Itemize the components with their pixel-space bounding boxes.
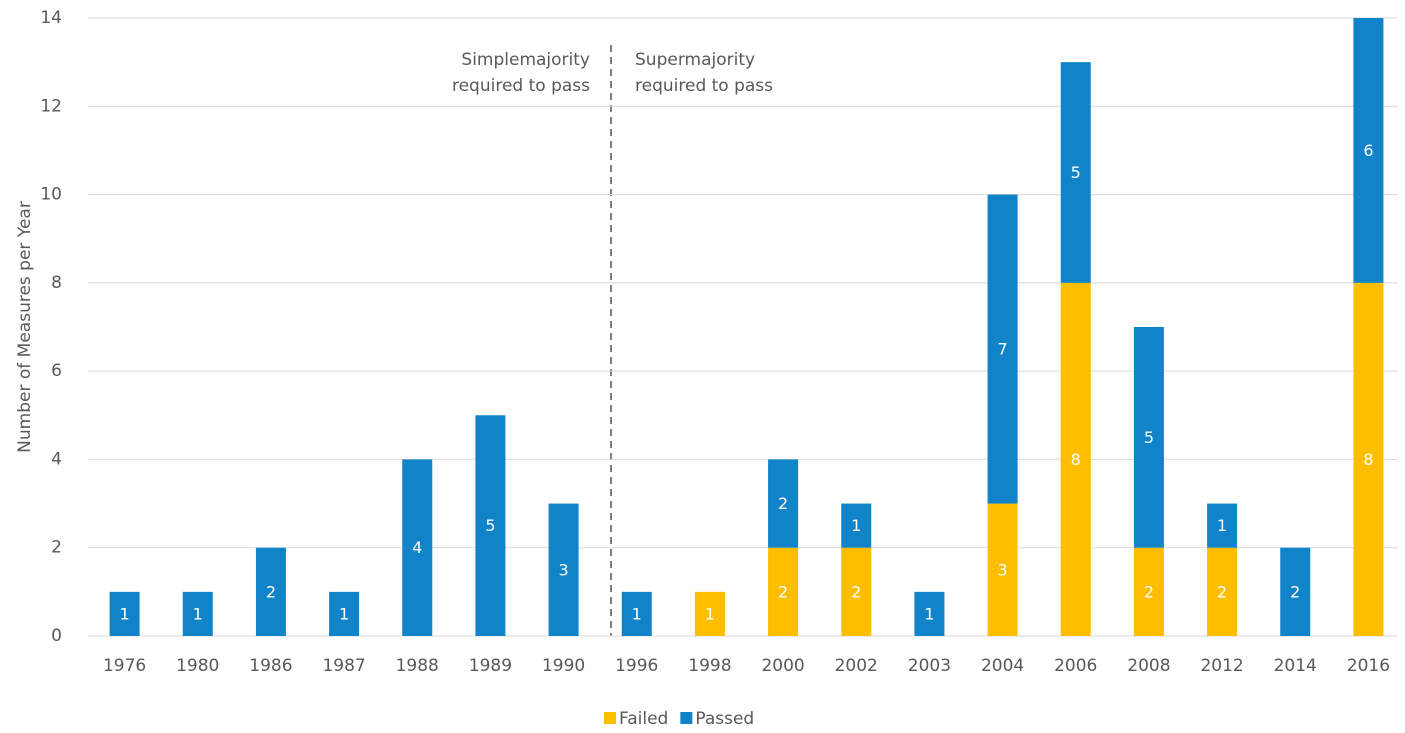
bar-segment bbox=[694, 591, 725, 636]
bar-segment bbox=[1133, 547, 1164, 636]
data-label: 1 bbox=[1217, 516, 1227, 535]
bar-segment bbox=[548, 503, 579, 636]
bar-segment bbox=[841, 547, 872, 636]
data-label: 6 bbox=[1363, 141, 1373, 160]
data-label: 2 bbox=[778, 582, 788, 601]
bar-segment bbox=[1207, 547, 1238, 636]
data-label: 2 bbox=[266, 582, 276, 601]
bar-segment bbox=[329, 591, 360, 636]
y-tick-label: 12 bbox=[40, 96, 62, 116]
bar-segment bbox=[1060, 62, 1091, 283]
x-tick-label: 1986 bbox=[249, 656, 292, 676]
bar-segment bbox=[475, 415, 506, 636]
bar-segment bbox=[768, 459, 799, 548]
legend-swatch bbox=[604, 712, 616, 724]
y-tick-label: 14 bbox=[40, 8, 62, 28]
y-tick-label: 2 bbox=[51, 538, 62, 558]
data-label: 8 bbox=[1071, 450, 1081, 469]
bar-segment bbox=[1353, 282, 1384, 636]
data-label: 1 bbox=[119, 604, 129, 623]
x-tick-label: 1980 bbox=[176, 656, 219, 676]
bar-segment bbox=[621, 591, 652, 636]
bar-segment bbox=[255, 547, 286, 636]
x-tick-label: 2006 bbox=[1054, 656, 1097, 676]
data-label: 2 bbox=[1290, 582, 1300, 601]
y-tick-label: 4 bbox=[51, 449, 62, 469]
data-label: 3 bbox=[997, 560, 1007, 579]
bar-segment bbox=[1060, 282, 1091, 636]
data-label: 5 bbox=[1144, 428, 1154, 447]
data-label: 5 bbox=[485, 516, 495, 535]
x-tick-label: 2003 bbox=[908, 656, 951, 676]
x-tick-label: 1987 bbox=[322, 656, 365, 676]
x-tick-label: 1976 bbox=[103, 656, 146, 676]
x-tick-label: 2004 bbox=[981, 656, 1024, 676]
data-label: 1 bbox=[632, 604, 642, 623]
bar-segment bbox=[914, 591, 945, 636]
data-label: 2 bbox=[851, 582, 861, 601]
data-label: 1 bbox=[705, 604, 715, 623]
x-tick-label: 1998 bbox=[688, 656, 731, 676]
data-label: 4 bbox=[412, 538, 422, 557]
bar-segment bbox=[1353, 18, 1384, 283]
bar-segment bbox=[1133, 327, 1164, 548]
y-tick-label: 6 bbox=[51, 361, 62, 381]
data-label: 1 bbox=[339, 604, 349, 623]
bar-segment bbox=[768, 547, 799, 636]
bar-segment bbox=[1207, 503, 1238, 548]
x-tick-label: 1996 bbox=[615, 656, 658, 676]
data-label: 5 bbox=[1071, 163, 1081, 182]
y-tick-label: 10 bbox=[40, 185, 62, 205]
data-label: 1 bbox=[193, 604, 203, 623]
bar-segment bbox=[1280, 547, 1311, 636]
x-tick-label: 2002 bbox=[835, 656, 878, 676]
data-label: 2 bbox=[778, 494, 788, 513]
annotation: required to pass bbox=[452, 76, 590, 96]
x-tick-label: 1989 bbox=[469, 656, 512, 676]
annotation: Supermajority bbox=[635, 50, 755, 70]
x-tick-label: 1988 bbox=[396, 656, 439, 676]
annotation: required to pass bbox=[635, 76, 773, 96]
y-tick-label: 0 bbox=[51, 626, 62, 646]
data-label: 3 bbox=[558, 560, 568, 579]
x-tick-label: 1990 bbox=[542, 656, 585, 676]
data-label: 1 bbox=[851, 516, 861, 535]
bar-segment bbox=[182, 591, 213, 636]
data-label: 8 bbox=[1363, 450, 1373, 469]
y-axis-label: Number of Measures per Year bbox=[15, 201, 35, 453]
legend-swatch bbox=[680, 712, 693, 724]
data-label: 2 bbox=[1144, 582, 1154, 601]
x-tick-label: 2016 bbox=[1347, 656, 1390, 676]
x-tick-label: 2012 bbox=[1200, 656, 1243, 676]
x-tick-label: 2008 bbox=[1127, 656, 1170, 676]
data-label: 1 bbox=[924, 604, 934, 623]
bar-segment bbox=[402, 459, 433, 636]
bar-segment bbox=[987, 503, 1018, 636]
legend-label: Failed bbox=[619, 709, 668, 729]
data-label: 2 bbox=[1217, 582, 1227, 601]
bar-segment bbox=[109, 591, 140, 636]
y-tick-label: 8 bbox=[51, 273, 62, 293]
x-tick-label: 2000 bbox=[761, 656, 804, 676]
bar-segment bbox=[841, 503, 872, 548]
legend-label: Passed bbox=[695, 709, 754, 729]
annotation: Simplemajority bbox=[461, 50, 590, 70]
x-tick-label: 2014 bbox=[1274, 656, 1317, 676]
bar-segment bbox=[987, 194, 1018, 504]
data-label: 7 bbox=[997, 340, 1007, 359]
